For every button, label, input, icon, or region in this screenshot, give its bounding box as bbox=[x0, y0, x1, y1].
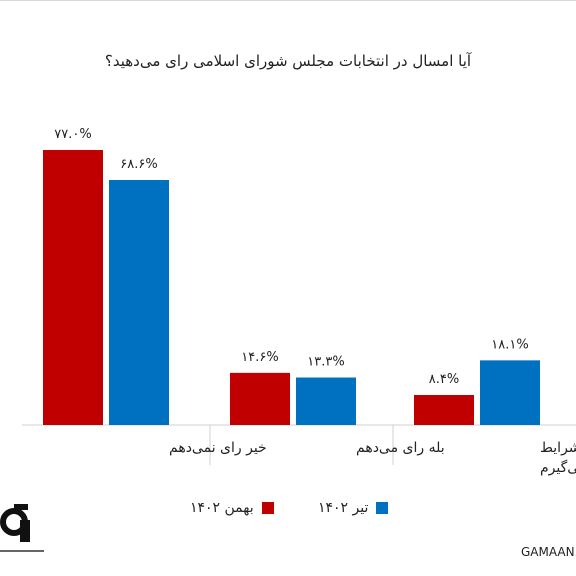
bar-1-series-1 bbox=[43, 150, 103, 425]
data-label-2-series-2: ۱۳.۳% bbox=[307, 355, 344, 370]
bar-2-series-2 bbox=[296, 377, 356, 425]
legend-swatch-series-1 bbox=[261, 502, 274, 514]
legend-label-series-1: بهمن ۱۴۰۲ bbox=[190, 500, 254, 516]
bar-1-series-2 bbox=[109, 180, 169, 425]
bar-2-series-1 bbox=[230, 372, 290, 425]
legend-item-series-1: بهمن ۱۴۰۲ bbox=[190, 500, 274, 516]
data-label-2-series-1: ۱۴.۶% bbox=[241, 350, 278, 365]
legend-swatch-series-2 bbox=[376, 502, 389, 514]
category-label-2: بله رای می‌دهم bbox=[356, 440, 445, 456]
data-label-1-series-2: ۶۸.۶% bbox=[120, 157, 157, 172]
legend-item-series-2: تیر ۱۴۰۲ bbox=[318, 500, 389, 516]
bar-3-series-2 bbox=[480, 360, 540, 425]
bar-3-series-1 bbox=[414, 395, 474, 425]
site-url: GAMAAN.org bbox=[521, 545, 576, 559]
data-label-3-series-2: ۱۸.۱% bbox=[491, 337, 528, 352]
category-label-1: خیر رای نمی‌دهم bbox=[169, 440, 267, 456]
legend: بهمن ۱۴۰۲ تیر ۱۴۰۲ bbox=[0, 500, 576, 524]
legend-label-series-2: تیر ۱۴۰۲ bbox=[318, 500, 369, 516]
category-label-3-line-2: تصمیم می‌گیرم bbox=[540, 459, 576, 476]
category-label-3-line-1: هنوز نمی‌دانم و با توجه به شرایط bbox=[540, 440, 576, 456]
data-label-3-series-1: ۸.۴% bbox=[429, 372, 459, 387]
gamaan-logo-icon bbox=[0, 500, 44, 560]
chart-title: آیا امسال در انتخابات مجلس شورای اسلامی … bbox=[104, 52, 472, 70]
data-label-1-series-1: ۷۷.۰% bbox=[54, 127, 91, 142]
